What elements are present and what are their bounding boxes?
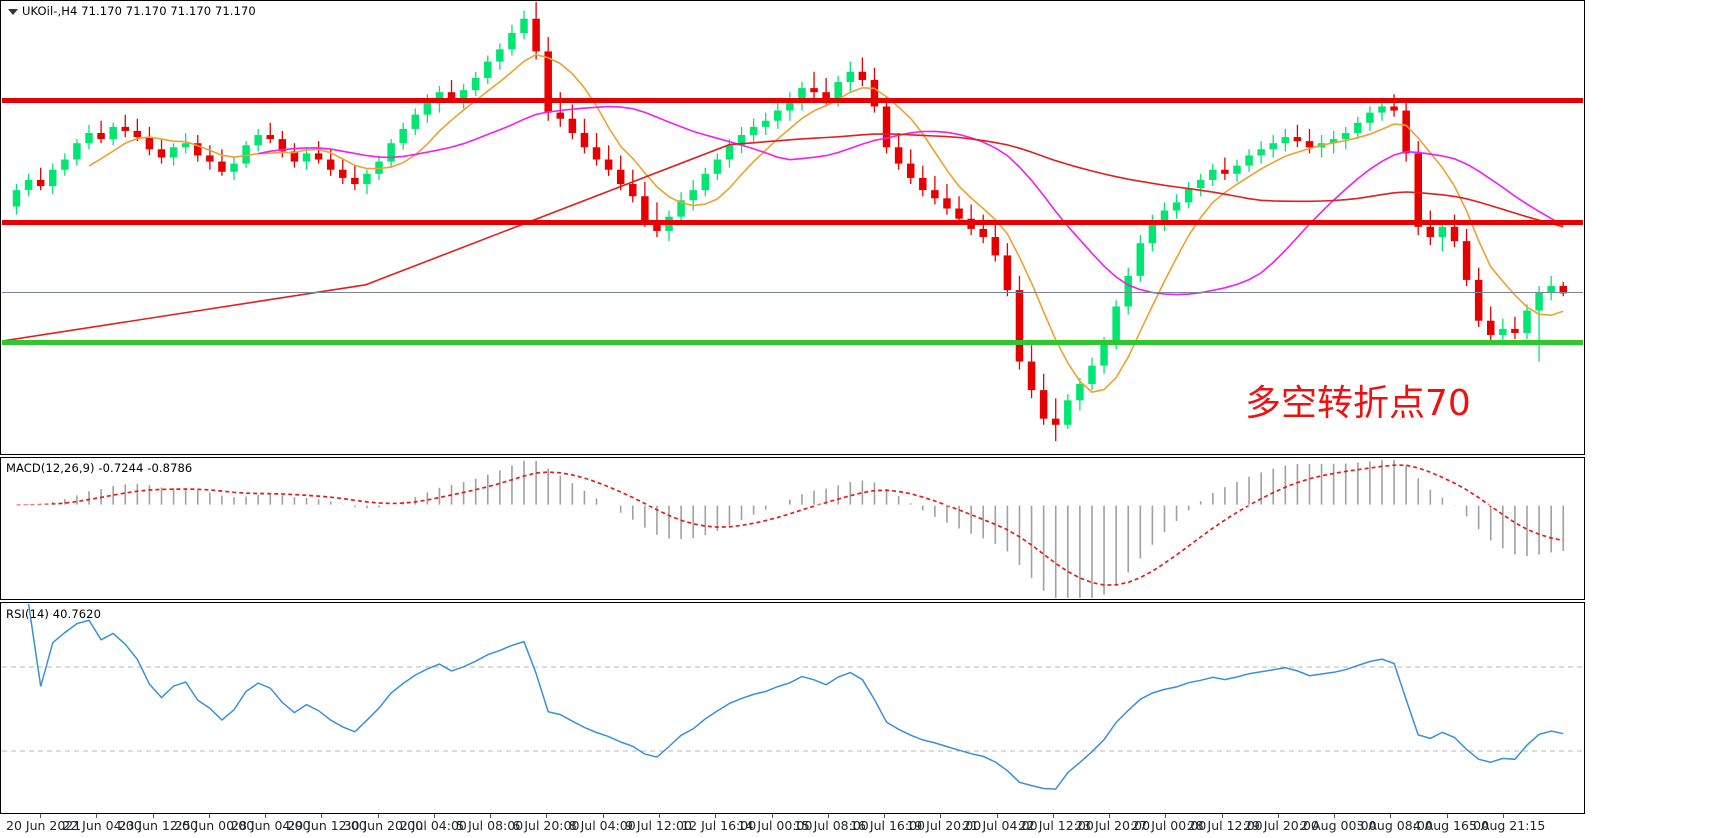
time-tick	[658, 814, 660, 818]
macd-series	[2, 460, 1583, 598]
time-tick	[1165, 814, 1167, 818]
time-tick	[1109, 814, 1111, 818]
time-tick-label: 3 Aug 08:00	[1356, 818, 1433, 833]
time-tick	[1334, 814, 1336, 818]
time-tick-label: 30 Jun 20:00	[343, 818, 424, 833]
time-tick	[152, 814, 154, 818]
time-tick	[40, 814, 41, 818]
time-tick-label: 5 Jul 08:00	[456, 818, 524, 833]
time-tick-label: 29 Jul 20:00	[1243, 818, 1319, 833]
time-tick	[377, 814, 379, 818]
macd-indicator-label: MACD(12,26,9) -0.7244 -0.8786	[6, 461, 193, 475]
time-tick-label: 19 Jul 20:00	[906, 818, 982, 833]
time-tick	[321, 814, 323, 818]
time-tick-label: 21 Jul 04:00	[962, 818, 1038, 833]
time-tick-label: 16 Jul 16:00	[850, 818, 925, 833]
macd-pane[interactable]	[0, 457, 1585, 600]
time-tick	[602, 814, 604, 818]
time-tick	[1221, 814, 1223, 818]
chevron-down-icon[interactable]	[8, 9, 18, 15]
time-tick-label: 23 Jul 20:00	[1075, 818, 1151, 833]
time-tick	[546, 814, 548, 818]
time-tick	[771, 814, 773, 818]
candlestick-series	[2, 2, 1567, 442]
price-axis[interactable]: 78.31077.57076.83075.35074.61073.87073.1…	[1585, 0, 1731, 838]
time-tick	[996, 814, 998, 818]
time-tick-label: 20 Jun 2021	[6, 818, 82, 833]
rsi-plot-area[interactable]	[2, 604, 1583, 812]
time-tick	[433, 814, 435, 818]
rsi-pane[interactable]	[0, 602, 1585, 814]
price-plot-area[interactable]	[2, 2, 1583, 453]
time-tick-label: 14 Jul 00:00	[737, 818, 813, 833]
time-tick-label: 22 Jun 04:00	[62, 818, 142, 833]
time-tick	[715, 814, 717, 818]
resistance-line-73[interactable]	[2, 220, 1583, 225]
time-tick	[1052, 814, 1054, 818]
time-tick-label: 8 Jul 04:00	[568, 818, 636, 833]
time-tick	[940, 814, 942, 818]
time-tick	[884, 814, 886, 818]
time-tick	[96, 814, 98, 818]
price-pane[interactable]	[0, 0, 1585, 455]
time-tick	[1390, 814, 1392, 818]
time-tick	[1503, 814, 1504, 818]
chart-annotation-text[interactable]: 多空转折点70	[1245, 383, 1471, 424]
time-tick	[827, 814, 829, 818]
resistance-line-76[interactable]	[2, 98, 1583, 103]
time-tick	[490, 814, 492, 818]
time-tick-label: 5 Aug 21:15	[1469, 818, 1546, 833]
current-price-line	[2, 292, 1583, 293]
page-title: UKOil-,H4 71.170 71.170 71.170 71.170	[22, 4, 256, 18]
time-tick-label: 28 Jul 12:00	[1187, 818, 1263, 833]
time-tick	[1277, 814, 1279, 818]
time-tick-label: 12 Jul 16:00	[681, 818, 757, 833]
time-tick	[208, 814, 210, 818]
time-tick-label: 22 Jul 12:00	[1018, 818, 1094, 833]
time-tick	[1446, 814, 1448, 818]
time-tick-label: 29 Jun 12:00	[287, 818, 367, 833]
time-tick-label: 15 Jul 08:00	[793, 818, 869, 833]
support-line-70[interactable]	[2, 340, 1583, 345]
rsi-series	[2, 604, 1583, 790]
time-tick-label: 6 Jul 20:00	[512, 818, 580, 833]
time-tick-label: 23 Jun 12:00	[118, 818, 198, 833]
time-tick-label: 27 Jul 00:00	[1131, 818, 1207, 833]
macd-plot-area[interactable]	[2, 459, 1583, 598]
time-tick-label: 4 Aug 16:00	[1412, 818, 1490, 833]
rsi-indicator-label: RSI(14) 40.7620	[6, 607, 101, 621]
time-tick-label: 9 Jul 12:00	[624, 818, 692, 833]
time-axis[interactable]: 20 Jun 2021 22 Jun 04:00 23 Jun 12:00 25 Ju…	[0, 814, 1585, 838]
time-tick-label: 2 Jul 04:00	[399, 818, 467, 833]
time-tick-label: 25 Jun 00:00	[174, 818, 255, 833]
time-tick-label: 2 Aug 00:00	[1300, 818, 1377, 833]
time-tick-label: 28 Jun 04:00	[231, 818, 311, 833]
time-tick	[265, 814, 267, 818]
